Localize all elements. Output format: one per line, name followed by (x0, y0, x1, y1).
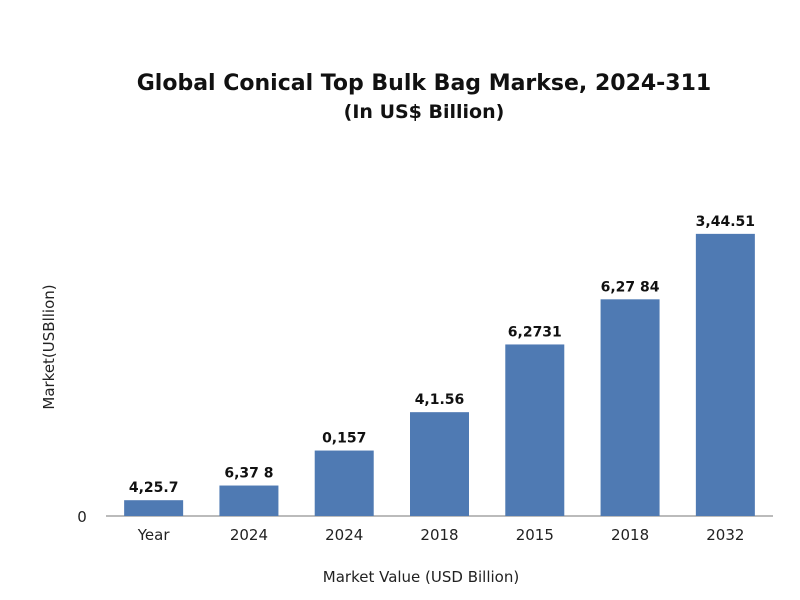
data-label-6: 3,44.51 (696, 214, 755, 230)
x-axis-label: Market Value (USD Billion) (323, 568, 519, 586)
data-label-5: 6,27 84 (601, 279, 660, 295)
y-axis-zero-label: 0 (77, 508, 87, 526)
bar-5 (600, 299, 660, 516)
data-label-2: 0,157 (322, 431, 366, 447)
bars-group (124, 233, 755, 516)
x-tick-labels: Year 2024 2024 2018 2015 2018 2032 (137, 526, 745, 544)
data-label-1: 6,37 8 (224, 466, 273, 482)
x-tick-label-0: Year (137, 526, 171, 544)
chart-title: Global Conical Top Bulk Bag Markse, 2024… (137, 71, 711, 96)
x-tick-label-6: 2032 (706, 526, 744, 544)
data-label-4: 6,2731 (508, 324, 562, 340)
x-tick-label-2: 2024 (325, 526, 363, 544)
x-tick-label-1: 2024 (230, 526, 268, 544)
x-tick-label-4: 2015 (516, 526, 554, 544)
y-axis-label: Market(USBllion) (40, 284, 58, 409)
x-tick-label-3: 2018 (420, 526, 458, 544)
chart-subtitle: (In US$ Billion) (344, 101, 505, 123)
bar-2 (314, 450, 374, 516)
data-label-3: 4,1.56 (415, 392, 465, 408)
x-tick-label-5: 2018 (611, 526, 649, 544)
bar-0 (124, 500, 184, 516)
data-labels: 4,25.7 6,37 8 0,157 4,1.56 6,2731 6,27 84 3,44… (129, 214, 755, 496)
bar-6 (695, 233, 755, 516)
bar-4 (505, 344, 565, 516)
data-label-0: 4,25.7 (129, 480, 179, 496)
bar-1 (219, 485, 279, 516)
bar-3 (410, 412, 469, 516)
